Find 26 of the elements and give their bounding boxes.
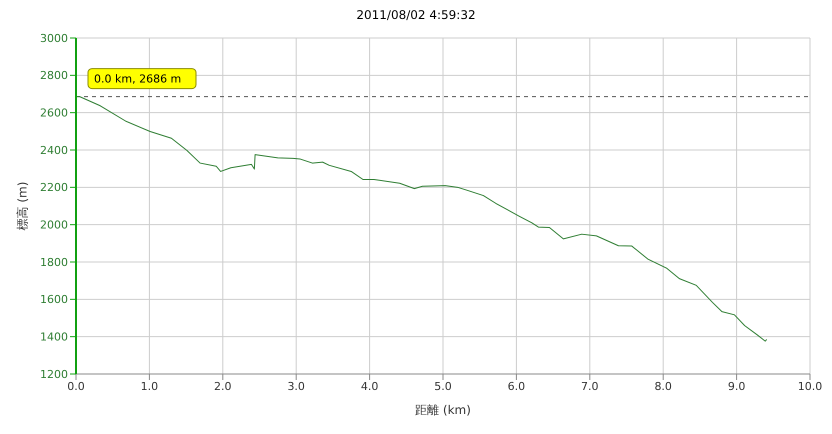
y-axis-title: 標高 (m) — [15, 182, 30, 230]
x-tick-label: 5.0 — [434, 380, 452, 393]
y-tick-label: 2200 — [40, 181, 68, 194]
x-tick-label: 1.0 — [140, 380, 158, 393]
y-tick-label: 1600 — [40, 293, 68, 306]
chart-title: 2011/08/02 4:59:32 — [355, 8, 477, 22]
x-tick-label: 4.0 — [360, 380, 378, 393]
y-tick-label: 2600 — [40, 106, 68, 120]
y-tick-label: 1800 — [40, 256, 68, 269]
x-tick-label: 2.0 — [214, 380, 232, 393]
y-tick-label: 2800 — [40, 69, 68, 82]
x-tick-label: 7.0 — [581, 380, 599, 393]
y-tick-label: 2400 — [40, 144, 68, 157]
x-tick-label: 9.0 — [728, 380, 746, 393]
annotation: 0.0 km, 2686 m — [94, 72, 182, 86]
x-axis-title: 距離 (km) — [415, 403, 471, 417]
x-tick-label: 10.0 — [798, 380, 822, 393]
x-tick-label: 0.0 — [67, 380, 85, 393]
y-tick-label: 1400 — [40, 330, 68, 344]
x-tick-label: 3.0 — [287, 380, 305, 393]
line-series — [76, 96, 768, 342]
x-tick-label: 8.0 — [654, 380, 672, 393]
y-tick-label: 2000 — [40, 218, 68, 232]
y-tick-label: 1200 — [40, 368, 68, 381]
y-tick-label: 3000 — [40, 32, 68, 45]
x-tick-label: 6.0 — [508, 380, 526, 393]
